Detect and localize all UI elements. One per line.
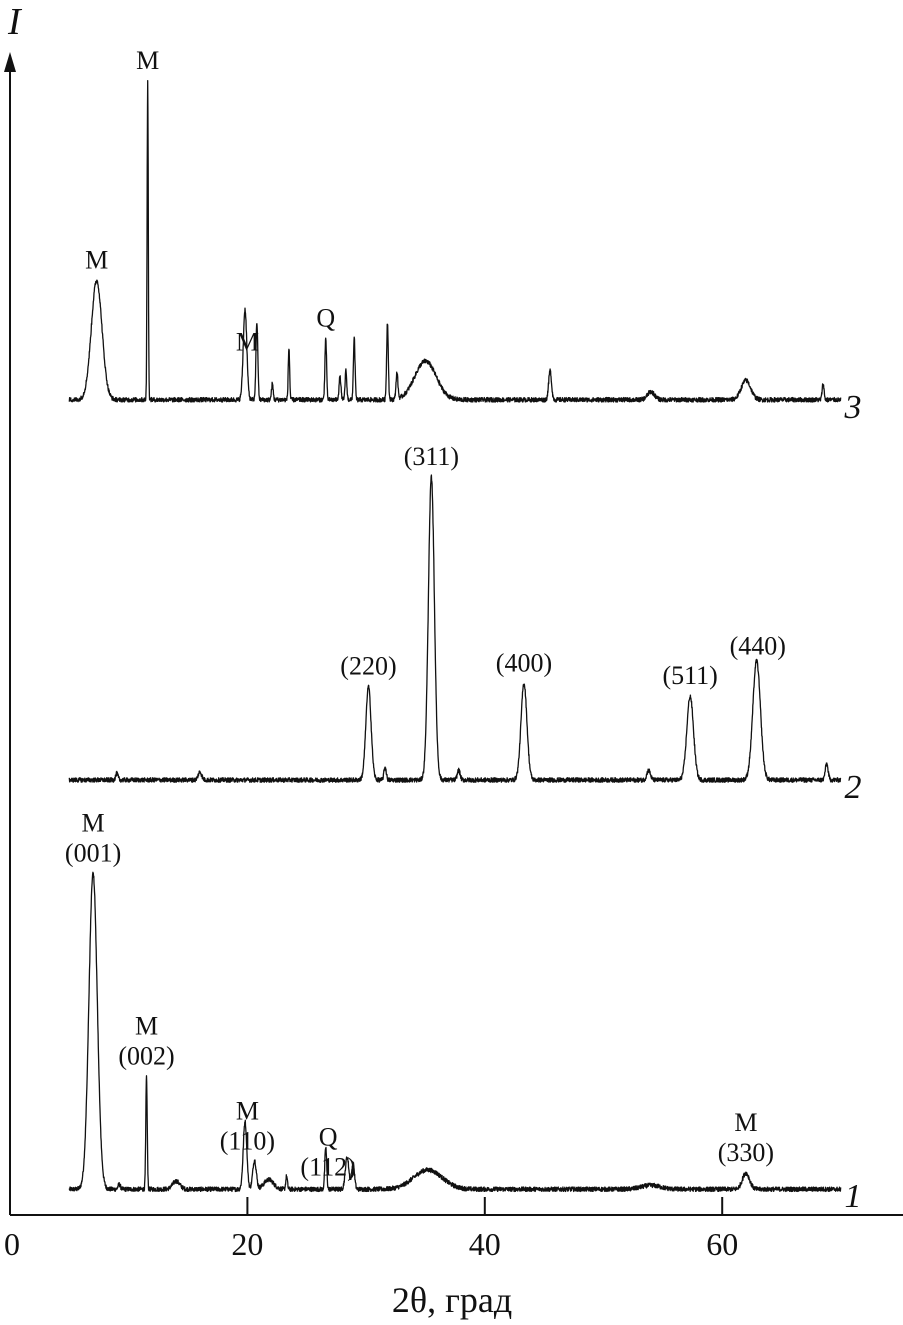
pattern-curve-1 <box>68 871 842 1193</box>
peak-annotation: M <box>82 808 105 837</box>
peak-annotation: (311) <box>404 442 459 471</box>
peak-annotation: (440) <box>730 631 786 660</box>
x-axis-label: 2θ, град <box>392 1280 512 1320</box>
peak-annotation: M <box>734 1108 757 1137</box>
pattern-curve-3 <box>68 79 842 403</box>
peak-annotation: (400) <box>496 648 552 677</box>
peak-annotation: (001) <box>65 838 121 867</box>
peak-annotation: (110) <box>220 1126 275 1155</box>
peak-annotation: (002) <box>118 1041 174 1070</box>
curve-number-label: 1 <box>844 1178 861 1215</box>
x-tick-label: 0 <box>4 1226 20 1262</box>
peak-annotation: (112) <box>300 1152 355 1181</box>
axes: I 2θ, град <box>4 1 903 1320</box>
peak-annotation: M <box>135 1011 158 1040</box>
x-tick-label: 60 <box>706 1226 738 1262</box>
peak-annotation: (511) <box>662 661 717 690</box>
x-tick-label: 20 <box>231 1226 263 1262</box>
peak-annotation: (330) <box>718 1138 774 1167</box>
y-axis-arrow <box>4 52 16 72</box>
peak-annotation: Q <box>319 1122 338 1151</box>
y-axis-label: I <box>7 1 23 43</box>
pattern-curve-2 <box>68 474 842 783</box>
peak-annotation: M <box>136 46 159 75</box>
peak-annotation: M <box>236 1096 259 1125</box>
peak-annotation: M <box>85 246 108 275</box>
curve-number-label: 2 <box>844 769 861 806</box>
curve-number-label: 3 <box>843 389 861 426</box>
peak-annotation: (220) <box>340 652 396 681</box>
x-tick-label: 40 <box>469 1226 501 1262</box>
peak-annotation: Q <box>316 304 335 333</box>
peak-annotation: M <box>236 328 259 357</box>
